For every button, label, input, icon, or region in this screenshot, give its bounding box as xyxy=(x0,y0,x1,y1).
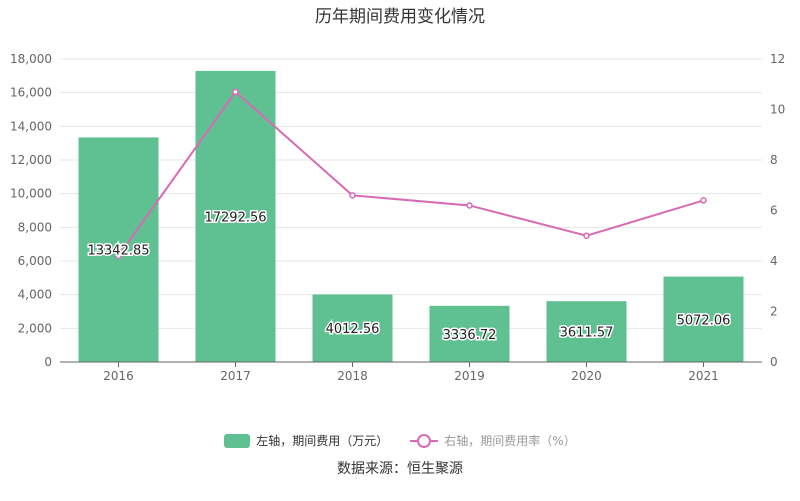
bar xyxy=(546,301,627,362)
y-right-tick-label: 6 xyxy=(770,204,778,218)
y-left-tick-label: 12,000 xyxy=(10,153,52,167)
y-left-tick-label: 10,000 xyxy=(10,187,52,201)
bar-value-label: 5072.06 xyxy=(677,313,731,328)
legend-line-label: 右轴，期间费用率（%） xyxy=(444,434,576,448)
x-tick-label: 2020 xyxy=(571,369,602,383)
y-right-tick-label: 8 xyxy=(770,153,778,167)
rate-point xyxy=(700,197,707,204)
bars xyxy=(78,70,744,363)
y-right-tick-label: 0 xyxy=(770,355,778,369)
rate-point xyxy=(232,88,239,96)
chart-title: 历年期间费用变化情况 xyxy=(315,7,485,27)
bar-value-label: 3336.72 xyxy=(443,328,497,343)
bar xyxy=(663,276,744,362)
x-tick-label: 2016 xyxy=(103,369,134,383)
bar xyxy=(78,137,159,362)
rate-point xyxy=(349,192,356,199)
y-left-tick-label: 14,000 xyxy=(10,119,52,133)
bar-value-label: 3611.57 xyxy=(560,326,614,341)
bar xyxy=(195,70,276,363)
legend-bar-label: 左轴，期间费用（万元） xyxy=(256,434,389,448)
legend-bar-swatch xyxy=(224,433,251,448)
x-tick-label: 2019 xyxy=(454,369,485,383)
data-source: 数据来源：恒生聚源 xyxy=(337,461,463,477)
y-left-tick-label: 4,000 xyxy=(18,288,52,302)
rate-point xyxy=(115,252,122,260)
legend: 左轴，期间费用（万元） 右轴，期间费用率（%） xyxy=(0,432,800,449)
left-axis-ticks: 0 2,000 4,000 6,000 8,000 10,000 12,000 14,000 1… xyxy=(10,52,52,369)
bar-value-label: 4012.56 xyxy=(326,322,380,337)
bar-value-label: 17292.56 xyxy=(204,210,266,225)
y-right-tick-label: 12 xyxy=(770,52,785,66)
y-left-tick-label: 18,000 xyxy=(10,52,52,66)
y-left-tick-label: 0 xyxy=(44,355,52,369)
rate-line xyxy=(115,88,707,260)
y-right-tick-label: 4 xyxy=(770,254,778,268)
x-tick-label: 2017 xyxy=(220,369,251,383)
y-right-tick-label: 2 xyxy=(770,305,778,319)
x-axis: 2016 2017 2018 2019 2020 2021 xyxy=(60,361,762,383)
x-tick-label: 2018 xyxy=(337,369,368,383)
y-left-tick-label: 6,000 xyxy=(18,254,52,268)
bar xyxy=(312,294,393,362)
rate-point xyxy=(583,232,590,239)
legend-item-expense[interactable]: 左轴，期间费用（万元） xyxy=(224,432,388,449)
bar-labels: 13342.85 17292.56 4012.56 3336.72 3611.57 507… xyxy=(86,209,732,344)
y-left-tick-label: 16,000 xyxy=(10,86,52,100)
bar xyxy=(429,305,510,362)
y-left-tick-label: 2,000 xyxy=(18,321,52,335)
legend-line-swatch xyxy=(410,433,439,448)
y-right-tick-label: 10 xyxy=(770,103,785,117)
legend-item-rate[interactable]: 右轴，期间费用率（%） xyxy=(410,432,576,449)
rate-line-path xyxy=(117,90,704,257)
rate-point xyxy=(466,202,473,209)
y-left-tick-label: 8,000 xyxy=(18,220,52,234)
grid-lines xyxy=(60,58,762,329)
right-axis-ticks: 0 2 4 6 8 10 12 xyxy=(770,52,785,369)
bar-value-label: 13342.85 xyxy=(87,244,149,259)
x-tick-label: 2021 xyxy=(688,369,719,383)
